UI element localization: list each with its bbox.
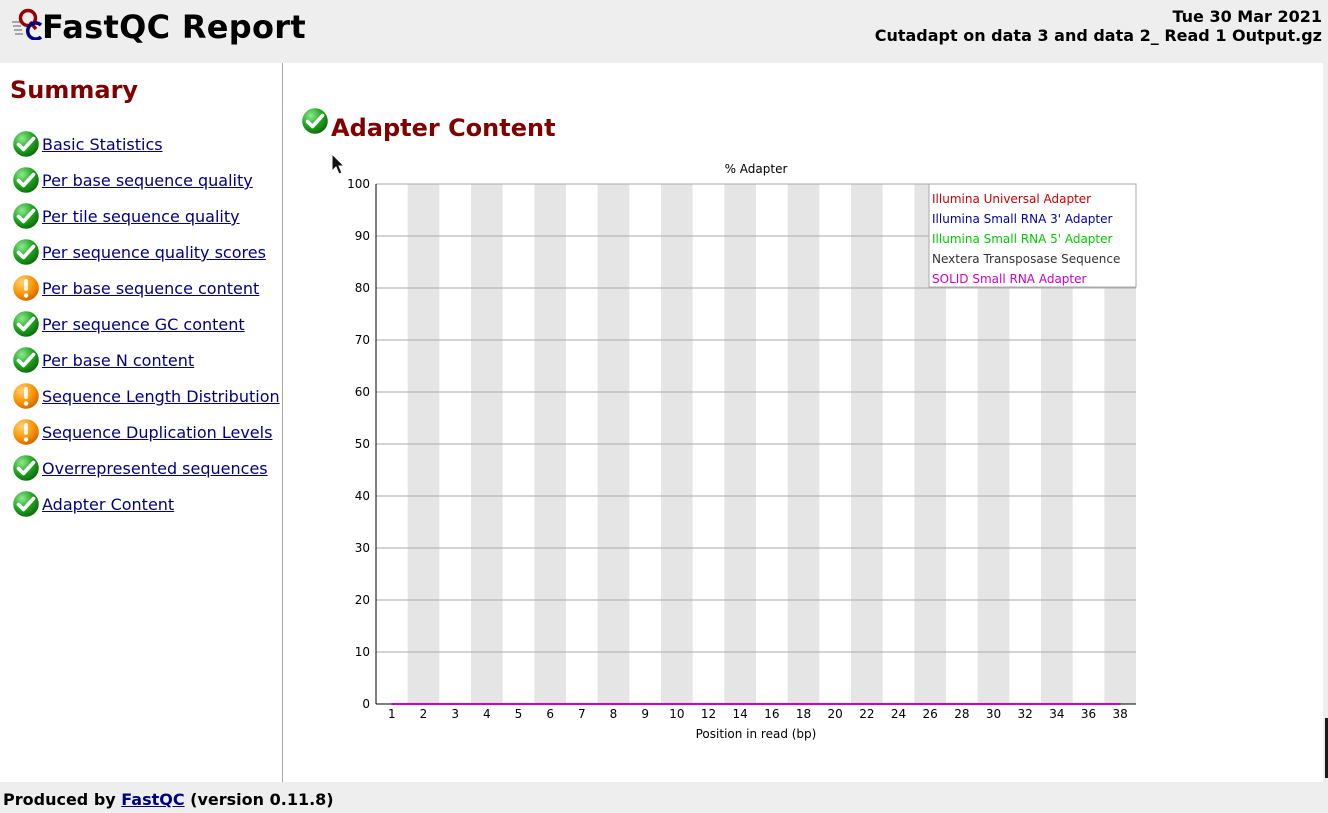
summary-link[interactable]: Sequence Duplication Levels xyxy=(42,423,273,442)
y-tick-label: 90 xyxy=(355,229,370,243)
summary-item: Per base sequence quality xyxy=(11,165,280,201)
legend-entry: Nextera Transposase Sequence xyxy=(932,252,1120,266)
report-footer: Produced by FastQC (version 0.11.8) xyxy=(0,782,1328,813)
footer-version: (version 0.11.8) xyxy=(190,790,334,809)
y-tick-label: 10 xyxy=(355,645,370,659)
fastqc-logo-icon xyxy=(12,8,43,40)
legend-entry: Illumina Small RNA 5' Adapter xyxy=(932,232,1113,246)
summary-link[interactable]: Per sequence quality scores xyxy=(42,243,266,262)
summary-link[interactable]: Adapter Content xyxy=(42,495,175,514)
summary-item: Sequence Duplication Levels xyxy=(11,417,280,453)
main-content: 0 10 20 30 40 50 60 70 80 90 100 1 2 3 4 5 6 7 8 9 10 12 14 16 1… xyxy=(283,63,1323,782)
report-filename: Cutadapt on data 3 and data 2_ Read 1 Ou… xyxy=(874,26,1322,45)
x-tick-label: 5 xyxy=(515,707,523,721)
x-tick-label: 28 xyxy=(954,707,969,721)
mouse-cursor-icon xyxy=(331,153,345,175)
summary-list: Basic Statistics Per base sequence qualit… xyxy=(11,129,280,525)
x-tick-label: 9 xyxy=(641,707,649,721)
check-icon xyxy=(11,453,41,483)
summary-item: Sequence Length Distribution xyxy=(11,381,280,417)
y-tick-label: 70 xyxy=(355,333,370,347)
check-icon xyxy=(11,309,41,339)
summary-item: Per base sequence content xyxy=(11,273,280,309)
x-tick-label: 10 xyxy=(669,707,684,721)
x-tick-label: 1 xyxy=(388,707,396,721)
report-header: FastQC Report Tue 30 Mar 2021 Cutadapt o… xyxy=(0,0,1328,63)
check-icon xyxy=(11,345,41,375)
summary-item: Overrepresented sequences xyxy=(11,453,280,489)
summary-title: Summary xyxy=(10,76,139,104)
summary-link[interactable]: Sequence Length Distribution xyxy=(42,387,280,406)
x-tick-label: 36 xyxy=(1081,707,1096,721)
x-tick-label: 20 xyxy=(828,707,843,721)
check-icon xyxy=(11,129,41,159)
x-tick-label: 14 xyxy=(733,707,748,721)
y-tick-label: 100 xyxy=(347,177,370,191)
y-tick-label: 20 xyxy=(355,593,370,607)
x-tick-label: 2 xyxy=(420,707,428,721)
y-tick-label: 30 xyxy=(355,541,370,555)
summary-item: Per sequence quality scores xyxy=(11,237,280,273)
x-tick-label: 34 xyxy=(1049,707,1064,721)
x-tick-label: 18 xyxy=(796,707,811,721)
check-icon xyxy=(300,106,330,136)
check-icon xyxy=(11,237,41,267)
x-tick-label: 32 xyxy=(1018,707,1033,721)
x-tick-label: 6 xyxy=(546,707,554,721)
x-tick-label: 30 xyxy=(986,707,1001,721)
summary-item: Per base N content xyxy=(11,345,280,381)
summary-link[interactable]: Per base sequence quality xyxy=(42,171,253,190)
summary-link[interactable]: Per sequence GC content xyxy=(42,315,245,334)
summary-sidebar: Summary Basic Statistics Per base sequenc… xyxy=(0,63,283,782)
y-tick-label: 0 xyxy=(362,697,370,711)
summary-item: Adapter Content xyxy=(11,489,280,525)
x-tick-label: 16 xyxy=(764,707,779,721)
x-tick-label: 8 xyxy=(610,707,618,721)
warning-icon xyxy=(11,417,41,447)
x-tick-label: 4 xyxy=(483,707,491,721)
summary-link[interactable]: Basic Statistics xyxy=(42,135,163,154)
x-tick-label: 7 xyxy=(578,707,586,721)
chart-title: % Adapter xyxy=(725,162,788,176)
x-tick-label: 22 xyxy=(859,707,874,721)
summary-link[interactable]: Per base sequence content xyxy=(42,279,260,298)
warning-icon xyxy=(11,273,41,303)
footer-prefix: Produced by xyxy=(3,790,116,809)
report-date: Tue 30 Mar 2021 xyxy=(1172,7,1322,26)
summary-link[interactable]: Overrepresented sequences xyxy=(42,459,268,478)
chart-legend xyxy=(928,183,1137,288)
report-title: FastQC Report xyxy=(42,8,306,46)
check-icon xyxy=(11,201,41,231)
x-tick-label: 3 xyxy=(451,707,459,721)
module-title: Adapter Content xyxy=(331,114,556,142)
warning-icon xyxy=(11,381,41,411)
scrollbar-edge[interactable] xyxy=(1325,718,1328,778)
x-tick-label: 24 xyxy=(891,707,906,721)
legend-entry: Illumina Small RNA 3' Adapter xyxy=(932,212,1113,226)
summary-item: Per sequence GC content xyxy=(11,309,280,345)
y-tick-label: 80 xyxy=(355,281,370,295)
y-tick-label: 50 xyxy=(355,437,370,451)
summary-link[interactable]: Per base N content xyxy=(42,351,195,370)
x-tick-label: 12 xyxy=(701,707,716,721)
summary-item: Per tile sequence quality xyxy=(11,201,280,237)
x-tick-label: 26 xyxy=(923,707,938,721)
legend-entry: SOLID Small RNA Adapter xyxy=(932,272,1086,286)
y-tick-label: 60 xyxy=(355,385,370,399)
summary-item: Basic Statistics xyxy=(11,129,280,165)
x-tick-label: 38 xyxy=(1113,707,1128,721)
y-tick-label: 40 xyxy=(355,489,370,503)
check-icon xyxy=(11,165,41,195)
footer-text: Produced by FastQC (version 0.11.8) xyxy=(3,791,334,809)
fastqc-link[interactable]: FastQC xyxy=(121,790,185,809)
legend-entry: Illumina Universal Adapter xyxy=(932,192,1091,206)
summary-link[interactable]: Per tile sequence quality xyxy=(42,207,240,226)
check-icon xyxy=(11,489,41,519)
x-axis-label: Position in read (bp) xyxy=(696,727,817,741)
